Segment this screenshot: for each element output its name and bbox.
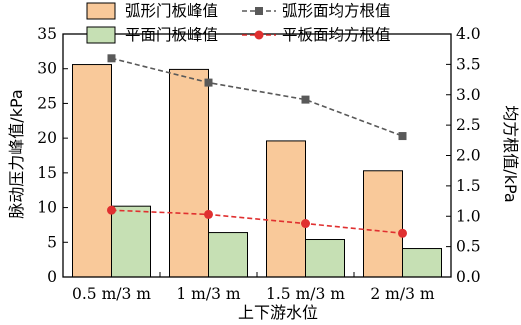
- bar-flat-peak-1: [208, 232, 248, 278]
- y-tick-label: 15: [37, 164, 57, 182]
- y-tick-label: 10: [37, 199, 57, 217]
- y2-tick-label: 0.5: [456, 238, 481, 256]
- y2-tick-label: 2.5: [456, 116, 481, 134]
- y2-tick-label: 3.5: [456, 55, 481, 73]
- bar-arc-peak-2: [266, 140, 306, 278]
- x-tick-label: 2 m/3 m: [370, 285, 434, 303]
- legend-label-3: 平板面均方根值: [282, 26, 391, 44]
- point-arc-rms-3: [398, 132, 407, 141]
- y-tick-label: 25: [37, 94, 57, 112]
- legend-label-2: 弧形面均方根值: [282, 2, 391, 20]
- legend-marker-3: [254, 30, 264, 40]
- series-line-1: [111, 209, 403, 235]
- legend-marker-2: [255, 7, 263, 15]
- y2-tick-label: 4.0: [456, 25, 481, 43]
- point-arc-rms-1: [204, 78, 213, 87]
- point-arc-rms-2: [301, 95, 310, 104]
- y-tick-label: 5: [47, 233, 57, 251]
- legend-label-1: 平面门板峰值: [125, 26, 218, 44]
- point-flat-rms-3: [398, 228, 407, 238]
- x-tick-label: 1 m/3 m: [176, 285, 240, 303]
- lines-layer: [107, 54, 407, 238]
- y2-tick-label: 0.0: [456, 268, 481, 286]
- bars-layer: [72, 64, 442, 278]
- point-arc-rms-0: [107, 54, 116, 63]
- axes-layer: 0 5 10 15 20 25 30 35 0.0 0.5 1.0 1.5 2.0 2.5 3.0 3.5 4.…: [37, 25, 480, 303]
- y2-tick-label: 3.0: [456, 86, 481, 104]
- y2-axis-title: 均方根值/kPa: [501, 105, 520, 202]
- y-tick-label: 20: [37, 129, 57, 147]
- legend-swatch-0: [86, 2, 116, 20]
- x-tick-label: 1.5 m/3 m: [266, 285, 345, 303]
- y-tick-label: 30: [37, 60, 57, 78]
- bar-arc-peak-1: [169, 68, 209, 278]
- point-flat-rms-2: [301, 219, 310, 229]
- y-tick-label: 35: [37, 25, 57, 43]
- bar-flat-peak-0: [111, 205, 151, 278]
- bar-flat-peak-3: [402, 248, 442, 278]
- series-line-0: [111, 57, 403, 137]
- y-axis-title: 脉动压力峰值/kPa: [7, 89, 26, 218]
- point-flat-rms-0: [107, 205, 116, 215]
- y2-tick-label: 1.0: [456, 207, 481, 225]
- bar-flat-peak-2: [305, 239, 345, 278]
- bar-arc-peak-3: [363, 170, 403, 278]
- legend-label-0: 弧形门板峰值: [125, 2, 218, 20]
- legend-swatch-1: [86, 26, 116, 44]
- x-tick-label: 0.5 m/3 m: [72, 285, 151, 303]
- bar-arc-peak-0: [72, 64, 112, 278]
- y2-tick-label: 1.5: [456, 177, 481, 195]
- y-tick-label: 0: [47, 268, 57, 286]
- point-flat-rms-1: [204, 209, 213, 219]
- x-axis-title: 上下游水位: [238, 303, 318, 322]
- y2-tick-label: 2.0: [456, 147, 481, 165]
